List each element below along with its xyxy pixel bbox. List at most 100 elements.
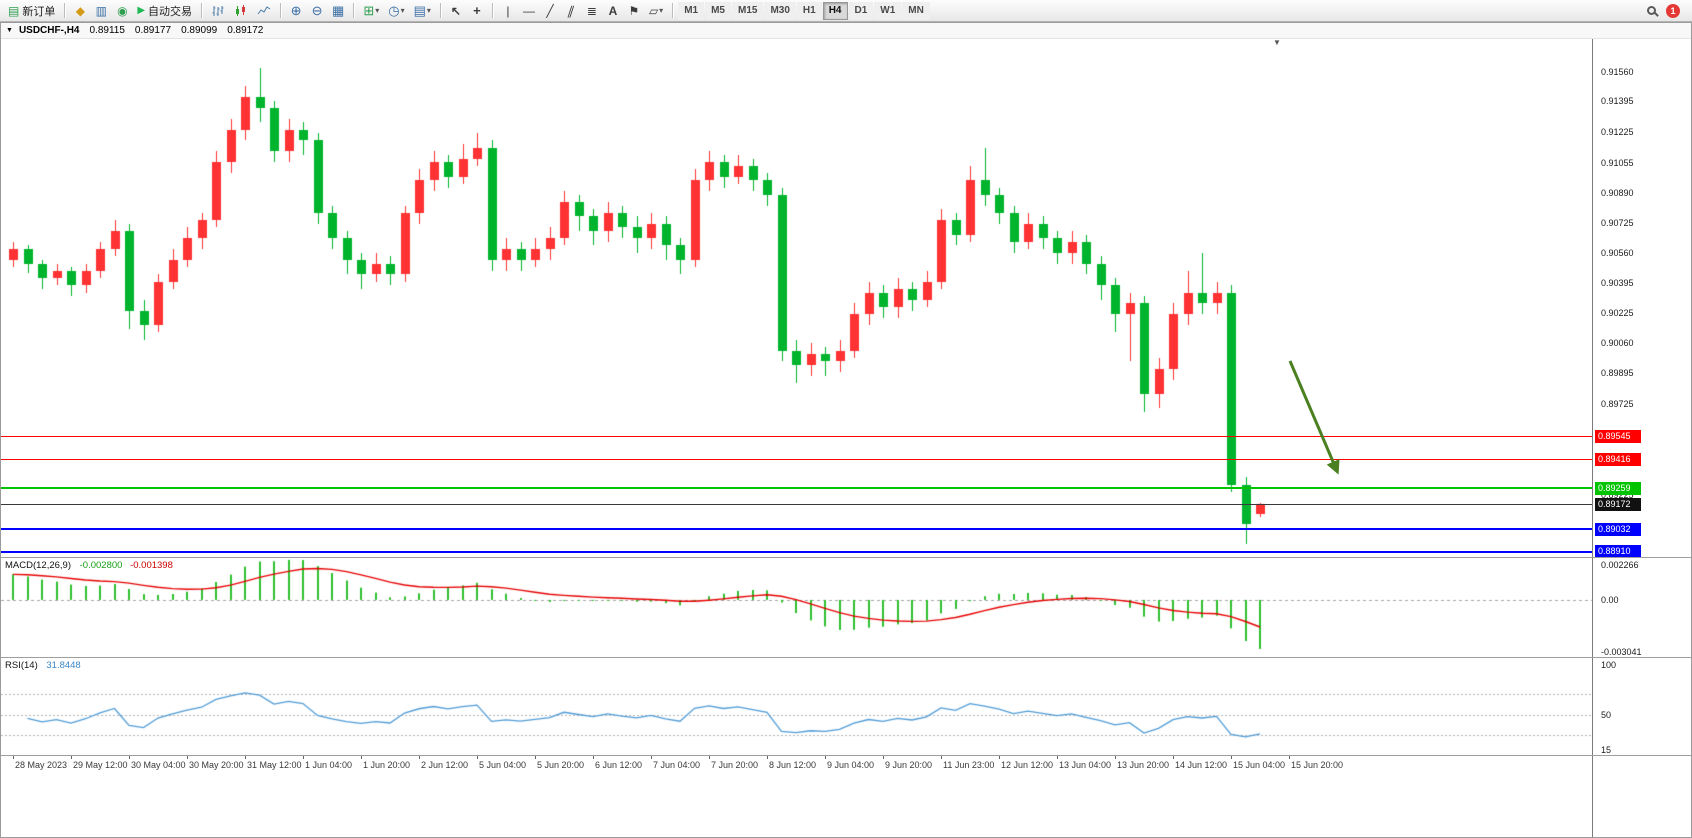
ohlc-open: 0.89115 [89,25,125,36]
metaeditor-button[interactable]: ◆ [70,2,90,20]
community-button[interactable]: ◉ [112,2,132,20]
fibonacci-icon: ≣ [586,3,597,18]
timeframe-button-mn[interactable]: MN [902,1,930,20]
crosshair-tool-button[interactable]: + [467,2,487,20]
indicators-button[interactable]: ⊞ ▾ [359,2,383,20]
time-axis-tick [651,756,652,759]
chevron-down-icon: ▾ [426,6,431,15]
arrow-objects-button[interactable]: ⚑ [624,2,644,20]
zoom-in-button[interactable]: ⊕ [286,2,306,20]
chevron-down-icon: ▾ [400,6,405,15]
toolbar-separator [353,3,355,18]
time-axis-tick [593,756,594,759]
vertical-line-tool-button[interactable]: | [498,2,518,20]
ohlc-close: 0.89172 [227,25,264,36]
chart-titlebar: ▼ USDCHF-,H4 0.89115 0.89177 0.89099 0.8… [1,23,1691,39]
macd-signal-value: -0.001398 [130,560,173,571]
time-axis-tick [709,756,710,759]
time-axis-label: 15 Jun 20:00 [1291,760,1344,770]
timeframe-button-m5[interactable]: M5 [705,1,731,20]
timeframe-button-h4[interactable]: H4 [822,1,848,20]
main-toolbar: ▤ 新订单 ◆ ▥ ◉ ▶ 自动交易 ⊕ ⊖ ▦ ⊞ ▾ ◷ ▾ ▤ [0,0,1692,22]
channel-tool-button[interactable]: ∥ [561,2,581,20]
bar-chart-icon [212,5,224,16]
axis-label: 0.90060 [1601,338,1634,349]
text-tool-button[interactable]: A [603,2,623,20]
time-axis-label: 6 Jun 12:00 [595,760,643,770]
time-axis-label: 9 Jun 04:00 [827,760,875,770]
templates-button[interactable]: ▤ ▾ [410,2,435,20]
trendline-icon: ╱ [546,3,554,18]
support-line-blue-2[interactable] [1,551,1592,553]
chart-area[interactable]: ▼ MACD(12,26,9) -0.002800 -0.001398 RSI(… [1,39,1691,837]
bar-chart-button[interactable] [207,2,229,20]
pane-separator[interactable] [1,657,1691,658]
time-axis-label: 7 Jun 04:00 [653,760,701,770]
timeframe-button-d1[interactable]: D1 [848,1,874,20]
pane-separator[interactable] [1,557,1691,558]
time-axis-tick [999,756,1000,759]
toolbar-separator [64,3,66,18]
cursor-tool-button[interactable]: ↖ [446,2,466,20]
axis-label: 0.91560 [1601,66,1634,77]
notification-badge[interactable]: 1 [1666,3,1680,18]
new-order-icon: ▤ [8,3,20,18]
candlestick-chart-icon [236,4,246,16]
rsi-params: RSI(14) [5,660,38,671]
time-axis-label: 9 Jun 20:00 [885,760,933,770]
timeframe-button-m1[interactable]: M1 [678,1,705,20]
new-order-button[interactable]: ▤ 新订单 [4,2,59,20]
time-axis-tick [1057,756,1058,759]
time-axis-tick [419,756,420,759]
time-axis-tick [129,756,130,759]
time-axis-label: 14 Jun 12:00 [1175,760,1228,770]
rsi-indicator-label: RSI(14) 31.8448 [5,660,81,671]
timeframe-button-w1[interactable]: W1 [874,1,902,20]
horizontal-line-tool-button[interactable]: — [519,2,539,20]
chart-menu-caret-icon[interactable]: ▼ [6,27,13,34]
tile-windows-button[interactable]: ▦ [328,2,348,20]
resistance-line-1[interactable] [1,436,1592,437]
zoom-out-button[interactable]: ⊖ [307,2,327,20]
new-chart-button[interactable]: ▥ [91,2,111,20]
fibonacci-tool-button[interactable]: ≣ [582,2,602,20]
trendline-tool-button[interactable]: ╱ [540,2,560,20]
crosshair-icon: + [473,3,481,18]
time-axis-label: 5 Jun 04:00 [479,760,527,770]
axis-label: 0.90225 [1601,308,1634,319]
toolbar-separator [672,3,674,18]
shapes-button[interactable]: ▱ ▾ [645,2,667,20]
support-line-blue-1[interactable] [1,528,1592,530]
timeframe-button-h1[interactable]: H1 [796,1,822,20]
price-axis[interactable]: 0.91560 0.91395 0.91225 0.91055 0.90890 0.907… [1592,39,1691,837]
resistance-line-2-price-tag: 0.89416 [1595,453,1641,467]
text-tool-icon: A [608,3,618,18]
rsi-value: 31.8448 [46,660,81,671]
time-axis-tick [477,756,478,759]
shapes-icon: ▱ [648,3,659,18]
timeframe-button-m30[interactable]: M30 [764,1,796,20]
line-chart-button[interactable] [253,2,275,20]
candlestick-chart-button[interactable] [230,2,252,20]
search-icon[interactable] [1647,6,1656,15]
periods-button[interactable]: ◷ ▾ [384,2,408,20]
chevron-down-icon: ▾ [659,6,664,15]
rsi-canvas[interactable] [1,659,1592,755]
toolbar-separator [280,3,282,18]
axis-label: 0.90890 [1601,187,1634,198]
time-axis-tick [941,756,942,759]
axis-label: 0.89895 [1601,368,1634,379]
zoom-out-icon: ⊖ [311,3,323,18]
support-line-green[interactable] [1,487,1592,489]
trend-arrow-annotation[interactable] [1,39,1592,557]
current-price-line[interactable] [1,504,1592,505]
chart-shift-marker-icon[interactable]: ▼ [1273,39,1281,47]
resistance-line-2[interactable] [1,459,1592,460]
macd-canvas[interactable] [1,559,1592,657]
axis-label: 0.002266 [1601,560,1639,570]
horizontal-line-icon: — [522,3,535,18]
time-axis[interactable]: 28 May 2023 29 May 12:00 30 May 04:00 30 Ma… [1,756,1592,774]
auto-trading-button[interactable]: ▶ 自动交易 [133,2,196,20]
timeframe-button-m15[interactable]: M15 [732,1,764,20]
axis-label: 100 [1601,660,1617,670]
